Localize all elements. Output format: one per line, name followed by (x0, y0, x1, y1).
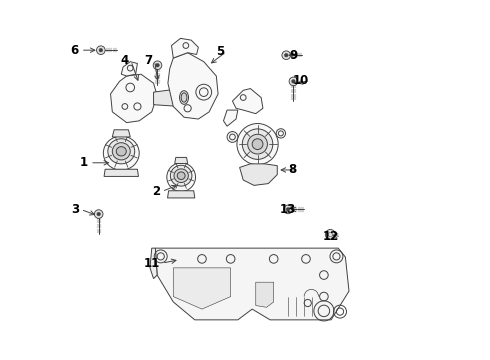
Polygon shape (155, 248, 349, 320)
Circle shape (153, 61, 162, 69)
Ellipse shape (237, 123, 278, 165)
Circle shape (97, 46, 105, 54)
Text: 2: 2 (152, 185, 160, 198)
Ellipse shape (108, 139, 135, 164)
Circle shape (97, 212, 100, 216)
Circle shape (292, 80, 295, 83)
Polygon shape (111, 74, 157, 123)
Polygon shape (150, 248, 157, 279)
Circle shape (99, 48, 102, 52)
Circle shape (285, 53, 288, 57)
Text: 12: 12 (323, 230, 339, 243)
Text: 6: 6 (71, 44, 79, 57)
Text: 11: 11 (144, 257, 160, 270)
Polygon shape (122, 62, 137, 76)
Polygon shape (173, 268, 231, 309)
Polygon shape (223, 110, 238, 126)
Circle shape (289, 77, 298, 86)
Polygon shape (240, 164, 277, 185)
Ellipse shape (167, 163, 196, 192)
Polygon shape (232, 89, 263, 114)
Ellipse shape (171, 165, 192, 186)
Polygon shape (172, 39, 198, 58)
Ellipse shape (247, 134, 268, 154)
Ellipse shape (103, 136, 139, 170)
Text: 7: 7 (145, 54, 153, 67)
Circle shape (227, 132, 238, 142)
Ellipse shape (243, 129, 273, 159)
Circle shape (282, 51, 291, 59)
Polygon shape (104, 169, 139, 176)
Text: 4: 4 (121, 54, 129, 67)
Text: 9: 9 (290, 49, 298, 62)
Text: 8: 8 (288, 163, 296, 176)
Text: 13: 13 (280, 203, 296, 216)
Text: 5: 5 (216, 45, 224, 58)
Ellipse shape (174, 169, 188, 183)
Circle shape (286, 208, 290, 211)
Circle shape (284, 205, 293, 214)
Polygon shape (256, 282, 274, 307)
Ellipse shape (177, 172, 185, 180)
Ellipse shape (181, 93, 187, 102)
Circle shape (325, 229, 335, 239)
Circle shape (95, 210, 103, 219)
Polygon shape (168, 191, 195, 198)
Polygon shape (112, 130, 130, 137)
Text: 3: 3 (71, 203, 79, 216)
Circle shape (276, 129, 286, 138)
Circle shape (156, 63, 159, 67)
Polygon shape (153, 89, 186, 107)
Ellipse shape (116, 147, 126, 156)
Ellipse shape (179, 91, 189, 104)
Ellipse shape (252, 139, 263, 149)
Text: 1: 1 (80, 156, 88, 169)
Text: 10: 10 (292, 74, 309, 87)
Polygon shape (175, 157, 188, 163)
Polygon shape (168, 53, 218, 119)
Ellipse shape (112, 143, 130, 160)
